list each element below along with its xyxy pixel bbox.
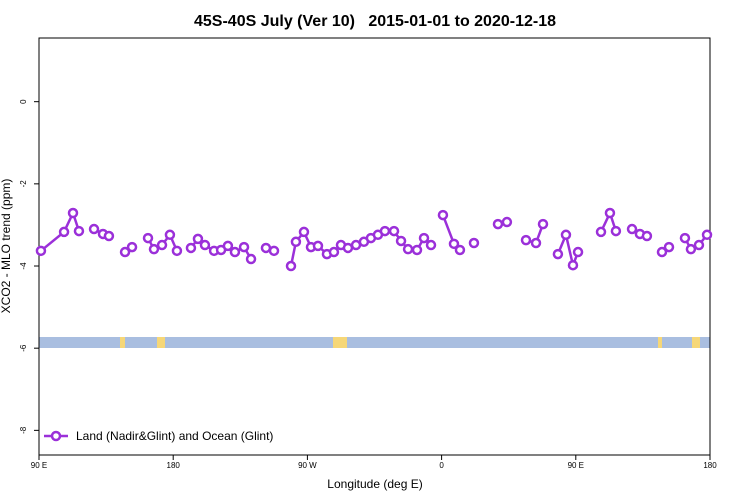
- point: [164, 229, 176, 241]
- point: [567, 259, 579, 271]
- point: [685, 243, 697, 255]
- point: [626, 223, 638, 235]
- point: [454, 244, 466, 256]
- point: [595, 226, 607, 238]
- point: [693, 239, 705, 251]
- point: [88, 223, 100, 235]
- point: [388, 225, 400, 237]
- point: [610, 225, 622, 237]
- point: [238, 241, 250, 253]
- point: [411, 244, 423, 256]
- point: [425, 239, 437, 251]
- point: [222, 240, 234, 252]
- point: [58, 226, 70, 238]
- point: [395, 235, 407, 247]
- x-tick-label: 0: [439, 461, 444, 470]
- y-axis-label: XCO2 - MLO trend (ppm): [0, 179, 13, 314]
- point: [520, 234, 532, 246]
- point: [560, 229, 572, 241]
- point: [119, 246, 131, 258]
- point: [537, 218, 549, 230]
- point: [679, 232, 691, 244]
- point: [185, 242, 197, 254]
- point: [663, 241, 675, 253]
- y-tick-label: -6: [19, 344, 28, 352]
- point: [171, 245, 183, 257]
- land-patch: [157, 337, 165, 348]
- y-tick-label: -8: [19, 426, 28, 434]
- point: [501, 216, 513, 228]
- point: [199, 239, 211, 251]
- point: [656, 246, 668, 258]
- series: [35, 207, 713, 272]
- point: [67, 207, 79, 219]
- point: [552, 248, 564, 260]
- line: [40, 209, 81, 252]
- ocean-band: [39, 337, 710, 348]
- point: [103, 230, 115, 242]
- land-patch: [692, 337, 700, 348]
- point: [379, 225, 391, 237]
- point: [448, 238, 460, 250]
- plot-frame: [38, 37, 711, 456]
- legend-marker: [50, 430, 62, 442]
- point: [641, 230, 653, 242]
- point: [342, 242, 354, 254]
- point: [260, 242, 272, 254]
- point: [530, 237, 542, 249]
- land-patch: [333, 337, 347, 348]
- point: [437, 209, 449, 221]
- x-tick-label: 90 E: [31, 461, 47, 470]
- y-tick-label: -2: [19, 180, 28, 188]
- point: [156, 239, 168, 251]
- point: [245, 253, 257, 265]
- point: [701, 229, 713, 241]
- point: [572, 246, 584, 258]
- point: [35, 245, 47, 257]
- point: [142, 232, 154, 244]
- land-ocean-band: [39, 337, 710, 348]
- legend-label: Land (Nadir&Glint) and Ocean (Glint): [76, 429, 273, 443]
- point: [126, 241, 138, 253]
- point: [298, 226, 310, 238]
- point: [312, 240, 324, 252]
- point: [328, 246, 340, 258]
- y-tick-label: 0: [19, 99, 28, 104]
- point: [148, 243, 160, 255]
- land-patch: [658, 337, 662, 348]
- point: [268, 245, 280, 257]
- land-patch: [120, 337, 125, 348]
- point: [402, 243, 414, 255]
- x-tick-label: 90 W: [298, 461, 317, 470]
- point: [192, 233, 204, 245]
- x-tick-label: 180: [167, 461, 181, 470]
- point: [290, 236, 302, 248]
- line: [556, 230, 580, 270]
- point: [73, 225, 85, 237]
- x-tick-label: 90 E: [568, 461, 584, 470]
- x-tick-label: 180: [703, 461, 717, 470]
- point: [229, 246, 241, 258]
- point: [604, 207, 616, 219]
- chart-title: 45S-40S July (Ver 10) 2015-01-01 to 2020…: [194, 13, 556, 30]
- point: [418, 232, 430, 244]
- point: [492, 218, 504, 230]
- x-axis-label: Longitude (deg E): [327, 477, 422, 491]
- y-tick-label: -4: [19, 262, 28, 270]
- point: [468, 237, 480, 249]
- point: [285, 260, 297, 272]
